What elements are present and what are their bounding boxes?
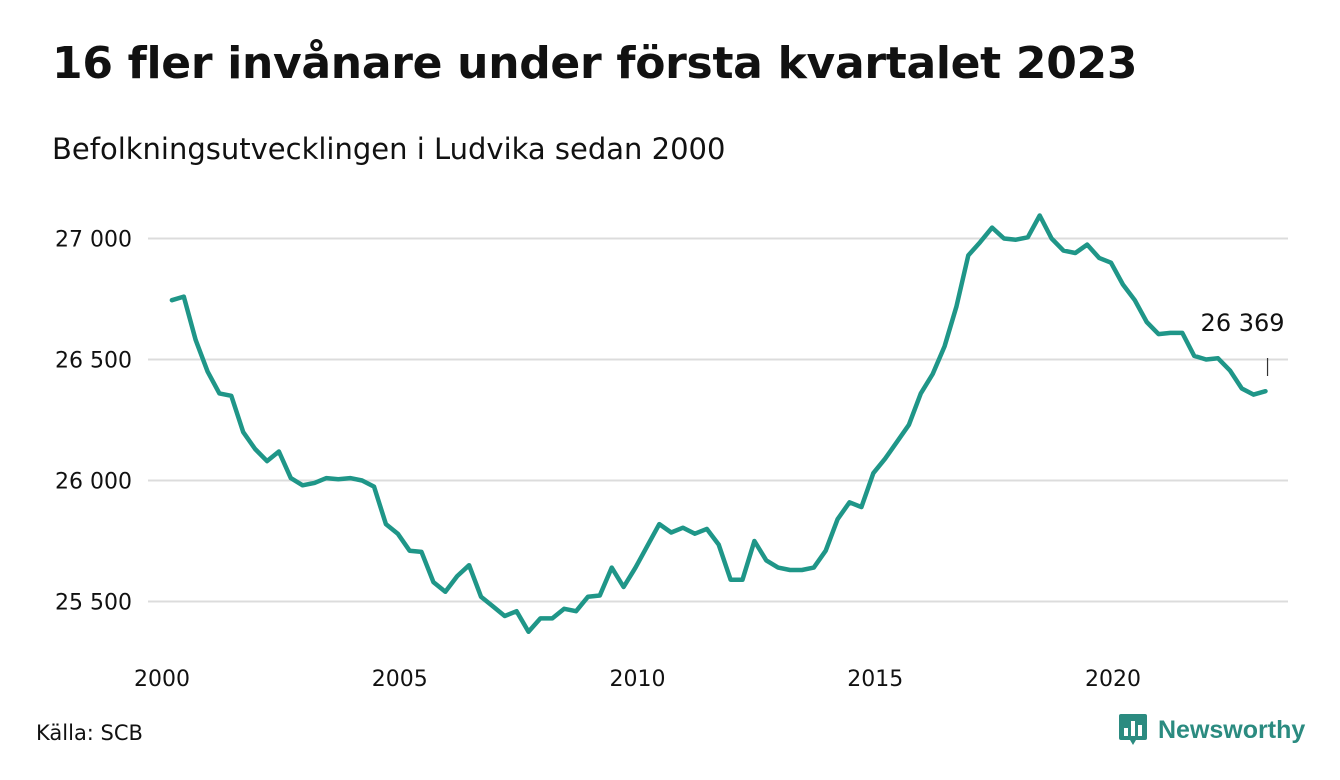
y-tick-label: 26 500 [55,349,132,374]
data-points [172,215,1266,632]
y-tick-label: 25 500 [55,591,132,616]
chart-subtitle: Befolkningsutvecklingen i Ludvika sedan … [52,132,726,166]
last-value-annotation: 26 369 [1201,309,1285,376]
source-note: Källa: SCB [36,721,143,745]
y-tick-label: 26 000 [55,470,132,495]
population-line [169,213,1268,635]
x-tick-label: 2000 [134,667,190,692]
brand-name: Newsworthy [1158,715,1306,744]
x-tick-label: 2010 [610,667,666,692]
x-tick-label: 2005 [372,667,428,692]
line-chart: 25 500 26 000 26 500 27 000 2000 2005 2010 201… [55,213,1288,692]
y-axis: 25 500 26 000 26 500 27 000 [55,228,132,616]
y-tick-label: 27 000 [55,228,132,253]
newsworthy-logo: Newsworthy [1118,713,1305,747]
x-axis: 2000 2005 2010 2015 2020 [134,667,1141,692]
bar-chart-speech-bubble-icon [1119,714,1147,745]
gridlines [148,237,1288,603]
x-tick-label: 2020 [1085,667,1141,692]
x-tick-label: 2015 [847,667,903,692]
chart-title: 16 fler invånare under första kvartalet … [52,38,1138,89]
annotation-label: 26 369 [1201,309,1285,337]
